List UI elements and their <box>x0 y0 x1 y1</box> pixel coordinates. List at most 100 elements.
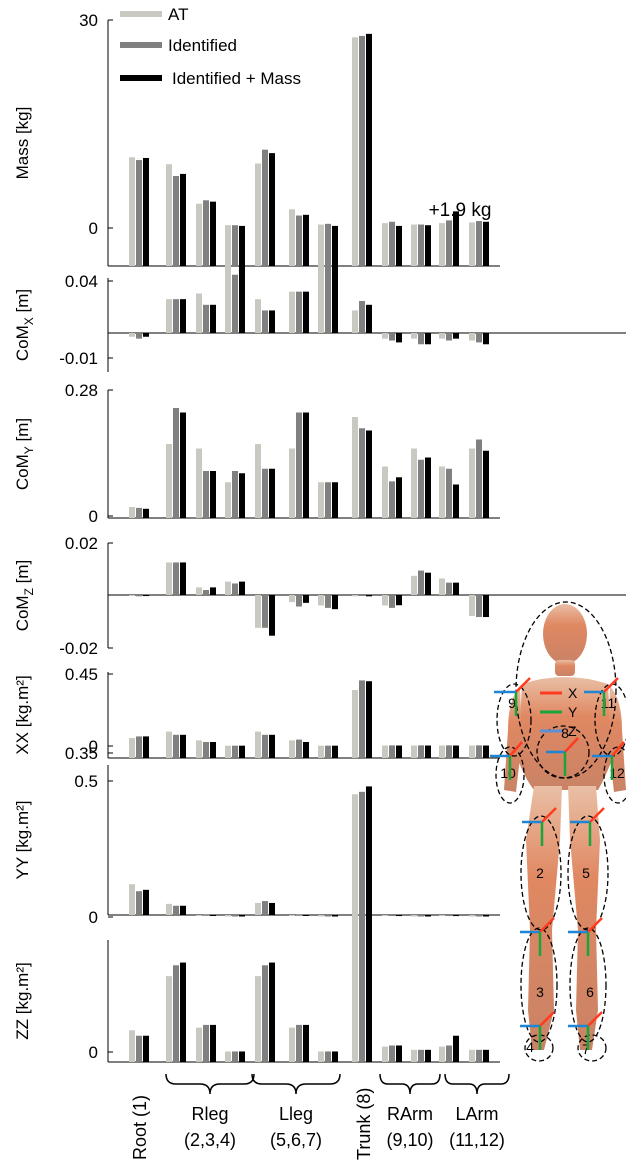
y-tick-label: 0.45 <box>65 665 98 684</box>
x-label-rleg-sub: (2,3,4) <box>184 1130 236 1150</box>
bar <box>453 745 459 758</box>
bar <box>129 157 135 266</box>
bar <box>143 1035 149 1062</box>
segment-label-8: 8 <box>561 725 569 741</box>
bar <box>418 570 424 595</box>
frame-hip-right <box>522 807 557 846</box>
bar <box>476 1049 482 1062</box>
bar <box>352 595 358 597</box>
bar <box>318 1051 324 1062</box>
y-tick-label: 0 <box>89 737 98 756</box>
bar <box>196 740 202 758</box>
bar <box>143 736 149 758</box>
bar <box>173 408 179 518</box>
x-label-root: Root (1) <box>130 1095 150 1160</box>
frame-root <box>546 737 579 776</box>
bar <box>173 299 179 333</box>
bar <box>359 680 365 758</box>
legend-label-at: AT <box>168 5 188 24</box>
bar <box>469 1049 475 1062</box>
bar <box>143 595 149 597</box>
bar <box>476 745 482 758</box>
x-label-rarm-sub: (9,10) <box>386 1130 433 1150</box>
annotation: +1.9 kg <box>429 200 492 221</box>
y-tick-label: -0.02 <box>59 639 98 658</box>
bar <box>325 745 331 758</box>
bar <box>483 745 489 758</box>
bar <box>325 595 331 608</box>
x-label-larm-sub: (11,12) <box>449 1130 505 1150</box>
bar <box>396 333 402 343</box>
bar <box>296 739 302 758</box>
panel-5: 0.45 0 XX [kg.m²] <box>13 665 500 759</box>
panel-2: 0.04 -0.01 CoMX [m] <box>13 261 626 372</box>
bar <box>303 915 309 916</box>
x-group-labels: Root (1) Rleg (2,3,4) Lleg (5,6,7) Trunk… <box>130 1073 510 1160</box>
bar <box>129 507 135 518</box>
frame-ankle-right <box>520 1011 555 1050</box>
bar <box>425 1049 431 1062</box>
bar <box>180 412 186 518</box>
y-axis-label: CoMY [m] <box>13 418 36 490</box>
bar <box>389 745 395 758</box>
bar <box>439 915 445 917</box>
bar <box>453 582 459 595</box>
y-tick-label: 0.28 <box>65 381 98 400</box>
bar <box>352 829 358 1062</box>
bar <box>318 224 324 266</box>
bar <box>303 1024 309 1062</box>
legend-label-identified-mass: Identified + Mass <box>172 69 301 88</box>
bar <box>325 223 331 266</box>
bar <box>129 333 135 337</box>
bar <box>269 902 275 915</box>
bar <box>136 507 142 518</box>
bar <box>411 1049 417 1062</box>
bar <box>446 220 452 266</box>
bar <box>232 1051 238 1062</box>
bar <box>262 965 268 1062</box>
frame-knee-left <box>568 917 603 956</box>
bar <box>166 164 172 266</box>
bar <box>359 595 365 596</box>
bar <box>469 915 475 917</box>
bar <box>359 428 365 518</box>
body-silhouette <box>504 604 626 1050</box>
y-axis-label: YY [kg.m²] <box>13 800 32 879</box>
bar <box>366 595 372 597</box>
bar <box>418 745 424 758</box>
bar <box>411 448 417 518</box>
panel-4: 0.02 -0.02 CoMZ [m] <box>13 534 626 658</box>
bar <box>366 33 372 266</box>
bar <box>255 902 261 915</box>
bar <box>446 745 452 758</box>
bar <box>439 1046 445 1062</box>
bar <box>296 1024 302 1062</box>
bar <box>296 412 302 518</box>
y-axis-label: Mass [kg] <box>13 107 32 180</box>
bar <box>210 742 216 758</box>
bar <box>318 265 324 333</box>
bar <box>382 466 388 518</box>
bar <box>173 965 179 1062</box>
bar <box>332 595 338 610</box>
y-tick-label: -0.01 <box>59 349 98 368</box>
bar <box>453 915 459 917</box>
segment-label-3: 3 <box>536 984 544 1000</box>
bar <box>136 1035 142 1062</box>
bar <box>239 915 245 917</box>
segment-label-5: 5 <box>582 865 590 881</box>
bar <box>425 225 431 266</box>
bar <box>269 595 275 636</box>
bar <box>418 459 424 518</box>
bar <box>289 448 295 518</box>
bar <box>425 745 431 758</box>
bar <box>136 736 142 758</box>
y-tick-label: 30 <box>79 11 98 30</box>
segment-label-6: 6 <box>586 984 594 1000</box>
bar <box>143 157 149 266</box>
bar <box>453 484 459 518</box>
frame-axes <box>490 677 625 1050</box>
frame-knee-right <box>520 917 555 956</box>
bar <box>269 734 275 758</box>
